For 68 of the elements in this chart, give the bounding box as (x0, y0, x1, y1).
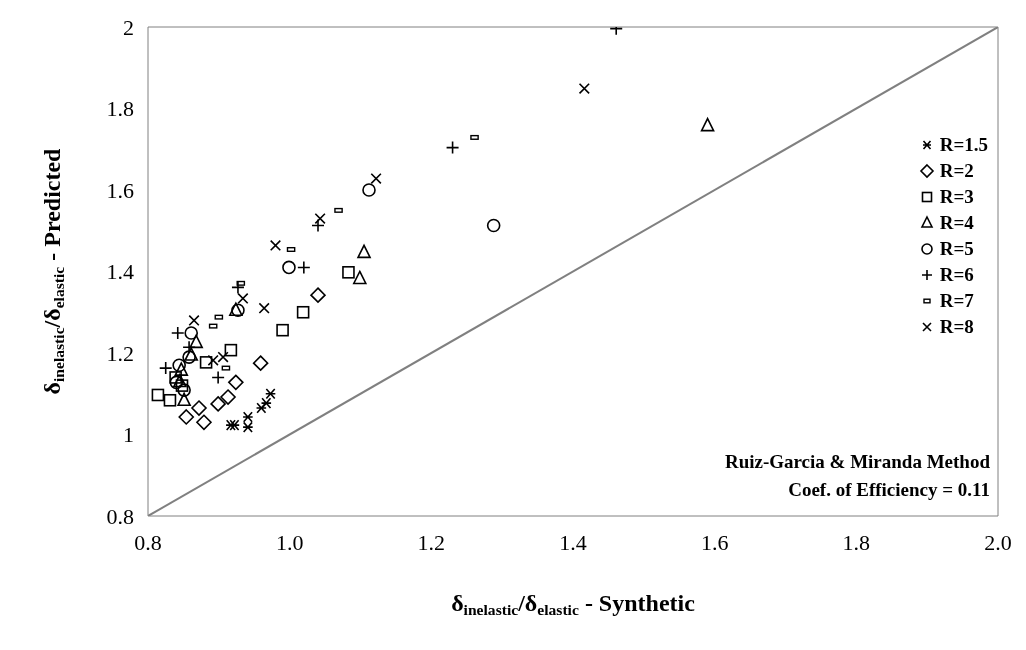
point (700, 117, 715, 132)
point (196, 414, 212, 431)
point (224, 343, 238, 357)
point (310, 287, 326, 303)
x-tick-label: 1.0 (275, 529, 304, 555)
x-tick-label: 1.4 (559, 529, 587, 555)
x-tick-label: 1.8 (842, 529, 871, 555)
point (260, 397, 272, 409)
point (282, 260, 296, 275)
point (191, 400, 207, 416)
point (269, 239, 282, 252)
point (242, 411, 254, 423)
point (188, 314, 200, 326)
y-tick-label: 1.6 (106, 177, 134, 203)
x-tick-label: 1.6 (700, 529, 729, 555)
point (314, 212, 326, 225)
point (151, 388, 165, 402)
y-tick-label: 0.8 (106, 503, 134, 529)
point (220, 389, 236, 405)
point (264, 388, 277, 400)
point (258, 302, 270, 314)
legend-label: R=2 (939, 160, 974, 182)
y-tick-label: 2 (123, 14, 134, 40)
point (445, 140, 460, 155)
point (228, 374, 244, 391)
x-tick-label: 1.2 (417, 529, 446, 555)
annotation: Coef. of Efficiency = 0.11 (787, 478, 990, 502)
y-tick-label: 1.4 (106, 259, 134, 285)
legend-label: R=8 (939, 316, 974, 338)
point (189, 334, 203, 349)
point (174, 362, 189, 376)
x-axis-title: δ$_{inelastic}$/δ$_{elastic}$ - Synthetic (451, 590, 696, 618)
x-tick-label: 2.0 (984, 529, 1012, 555)
point (199, 356, 213, 369)
point (177, 392, 191, 407)
point (178, 409, 195, 425)
point (255, 402, 267, 414)
legend-label: R=4 (939, 212, 974, 234)
point (486, 218, 501, 233)
point (169, 375, 184, 390)
point (252, 355, 269, 371)
point (184, 326, 199, 340)
legend-label: R=5 (939, 238, 974, 260)
y-tick-label: 1.8 (106, 96, 134, 122)
y-tick-label: 1.2 (106, 340, 134, 366)
point (296, 305, 310, 319)
legend-label: R=3 (939, 186, 974, 208)
point (242, 421, 254, 433)
legend-label: R=6 (939, 264, 974, 286)
point (210, 396, 226, 412)
point (370, 172, 382, 185)
point (276, 323, 289, 337)
point (357, 244, 371, 259)
point (173, 373, 187, 388)
point (578, 82, 590, 95)
point (172, 358, 186, 373)
point (342, 266, 355, 279)
point (163, 393, 177, 407)
point (177, 383, 191, 397)
point (228, 419, 241, 431)
point (352, 270, 367, 285)
point (175, 379, 189, 392)
legend-label: R=7 (939, 290, 974, 312)
y-tick-label: 1 (123, 422, 134, 448)
legend-label: R=1.5 (939, 134, 988, 156)
point (362, 183, 376, 197)
point (225, 419, 237, 431)
annotation: Ruiz-Garcia & Miranda Method (724, 450, 990, 474)
